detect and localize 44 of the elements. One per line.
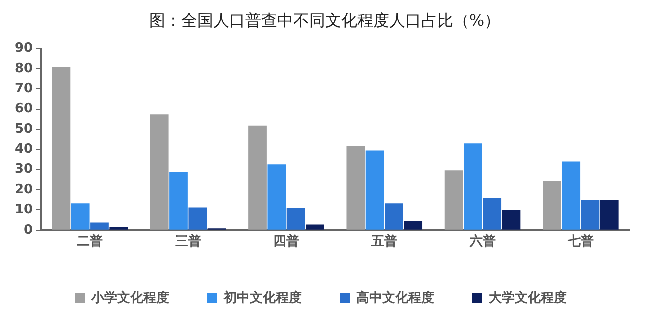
bar xyxy=(562,162,581,230)
x-tick-label: 六普 xyxy=(468,234,496,250)
legend-label: 初中文化程度 xyxy=(223,290,302,306)
bar xyxy=(600,200,619,230)
bar xyxy=(52,66,71,230)
bar xyxy=(346,146,366,230)
y-tick-label: 0 xyxy=(24,222,34,238)
bar xyxy=(188,208,208,230)
y-tick-label: 20 xyxy=(14,182,34,198)
bar xyxy=(404,222,423,230)
x-tick-label: 五普 xyxy=(370,234,398,250)
x-tick-label: 三普 xyxy=(175,234,202,250)
bar xyxy=(306,224,324,230)
legend-label: 高中文化程度 xyxy=(356,290,434,306)
bar xyxy=(71,204,90,230)
chart-title: 图：全国人口普查中不同文化程度人口占比（%） xyxy=(148,10,502,32)
x-tick-label: 七普 xyxy=(566,234,594,250)
y-tick-label: 90 xyxy=(14,41,34,56)
bar xyxy=(502,210,521,230)
y-tick-label: 70 xyxy=(14,82,34,97)
y-tick-label: 60 xyxy=(14,102,34,117)
bar xyxy=(110,227,128,230)
bar xyxy=(444,170,464,230)
y-tick-label: 40 xyxy=(14,142,34,158)
bar xyxy=(248,126,267,230)
legend-label: 小学文化程度 xyxy=(90,290,170,306)
bar xyxy=(150,114,169,230)
y-tick-label: 80 xyxy=(14,61,34,76)
bar xyxy=(90,222,109,230)
x-tick-label: 四普 xyxy=(273,234,300,250)
bar xyxy=(286,208,306,230)
bar xyxy=(268,164,286,230)
y-tick-label: 30 xyxy=(14,162,34,178)
y-tick-label: 50 xyxy=(14,122,34,137)
bar xyxy=(543,180,562,230)
bar xyxy=(170,172,188,230)
bar xyxy=(464,144,482,230)
bar xyxy=(366,150,384,230)
x-tick-label: 二普 xyxy=(77,234,104,250)
bar xyxy=(483,198,502,230)
legend-label: 大学文化程度 xyxy=(489,290,567,306)
bar xyxy=(581,200,600,230)
y-tick-label: 10 xyxy=(14,202,34,218)
bar xyxy=(385,204,404,230)
